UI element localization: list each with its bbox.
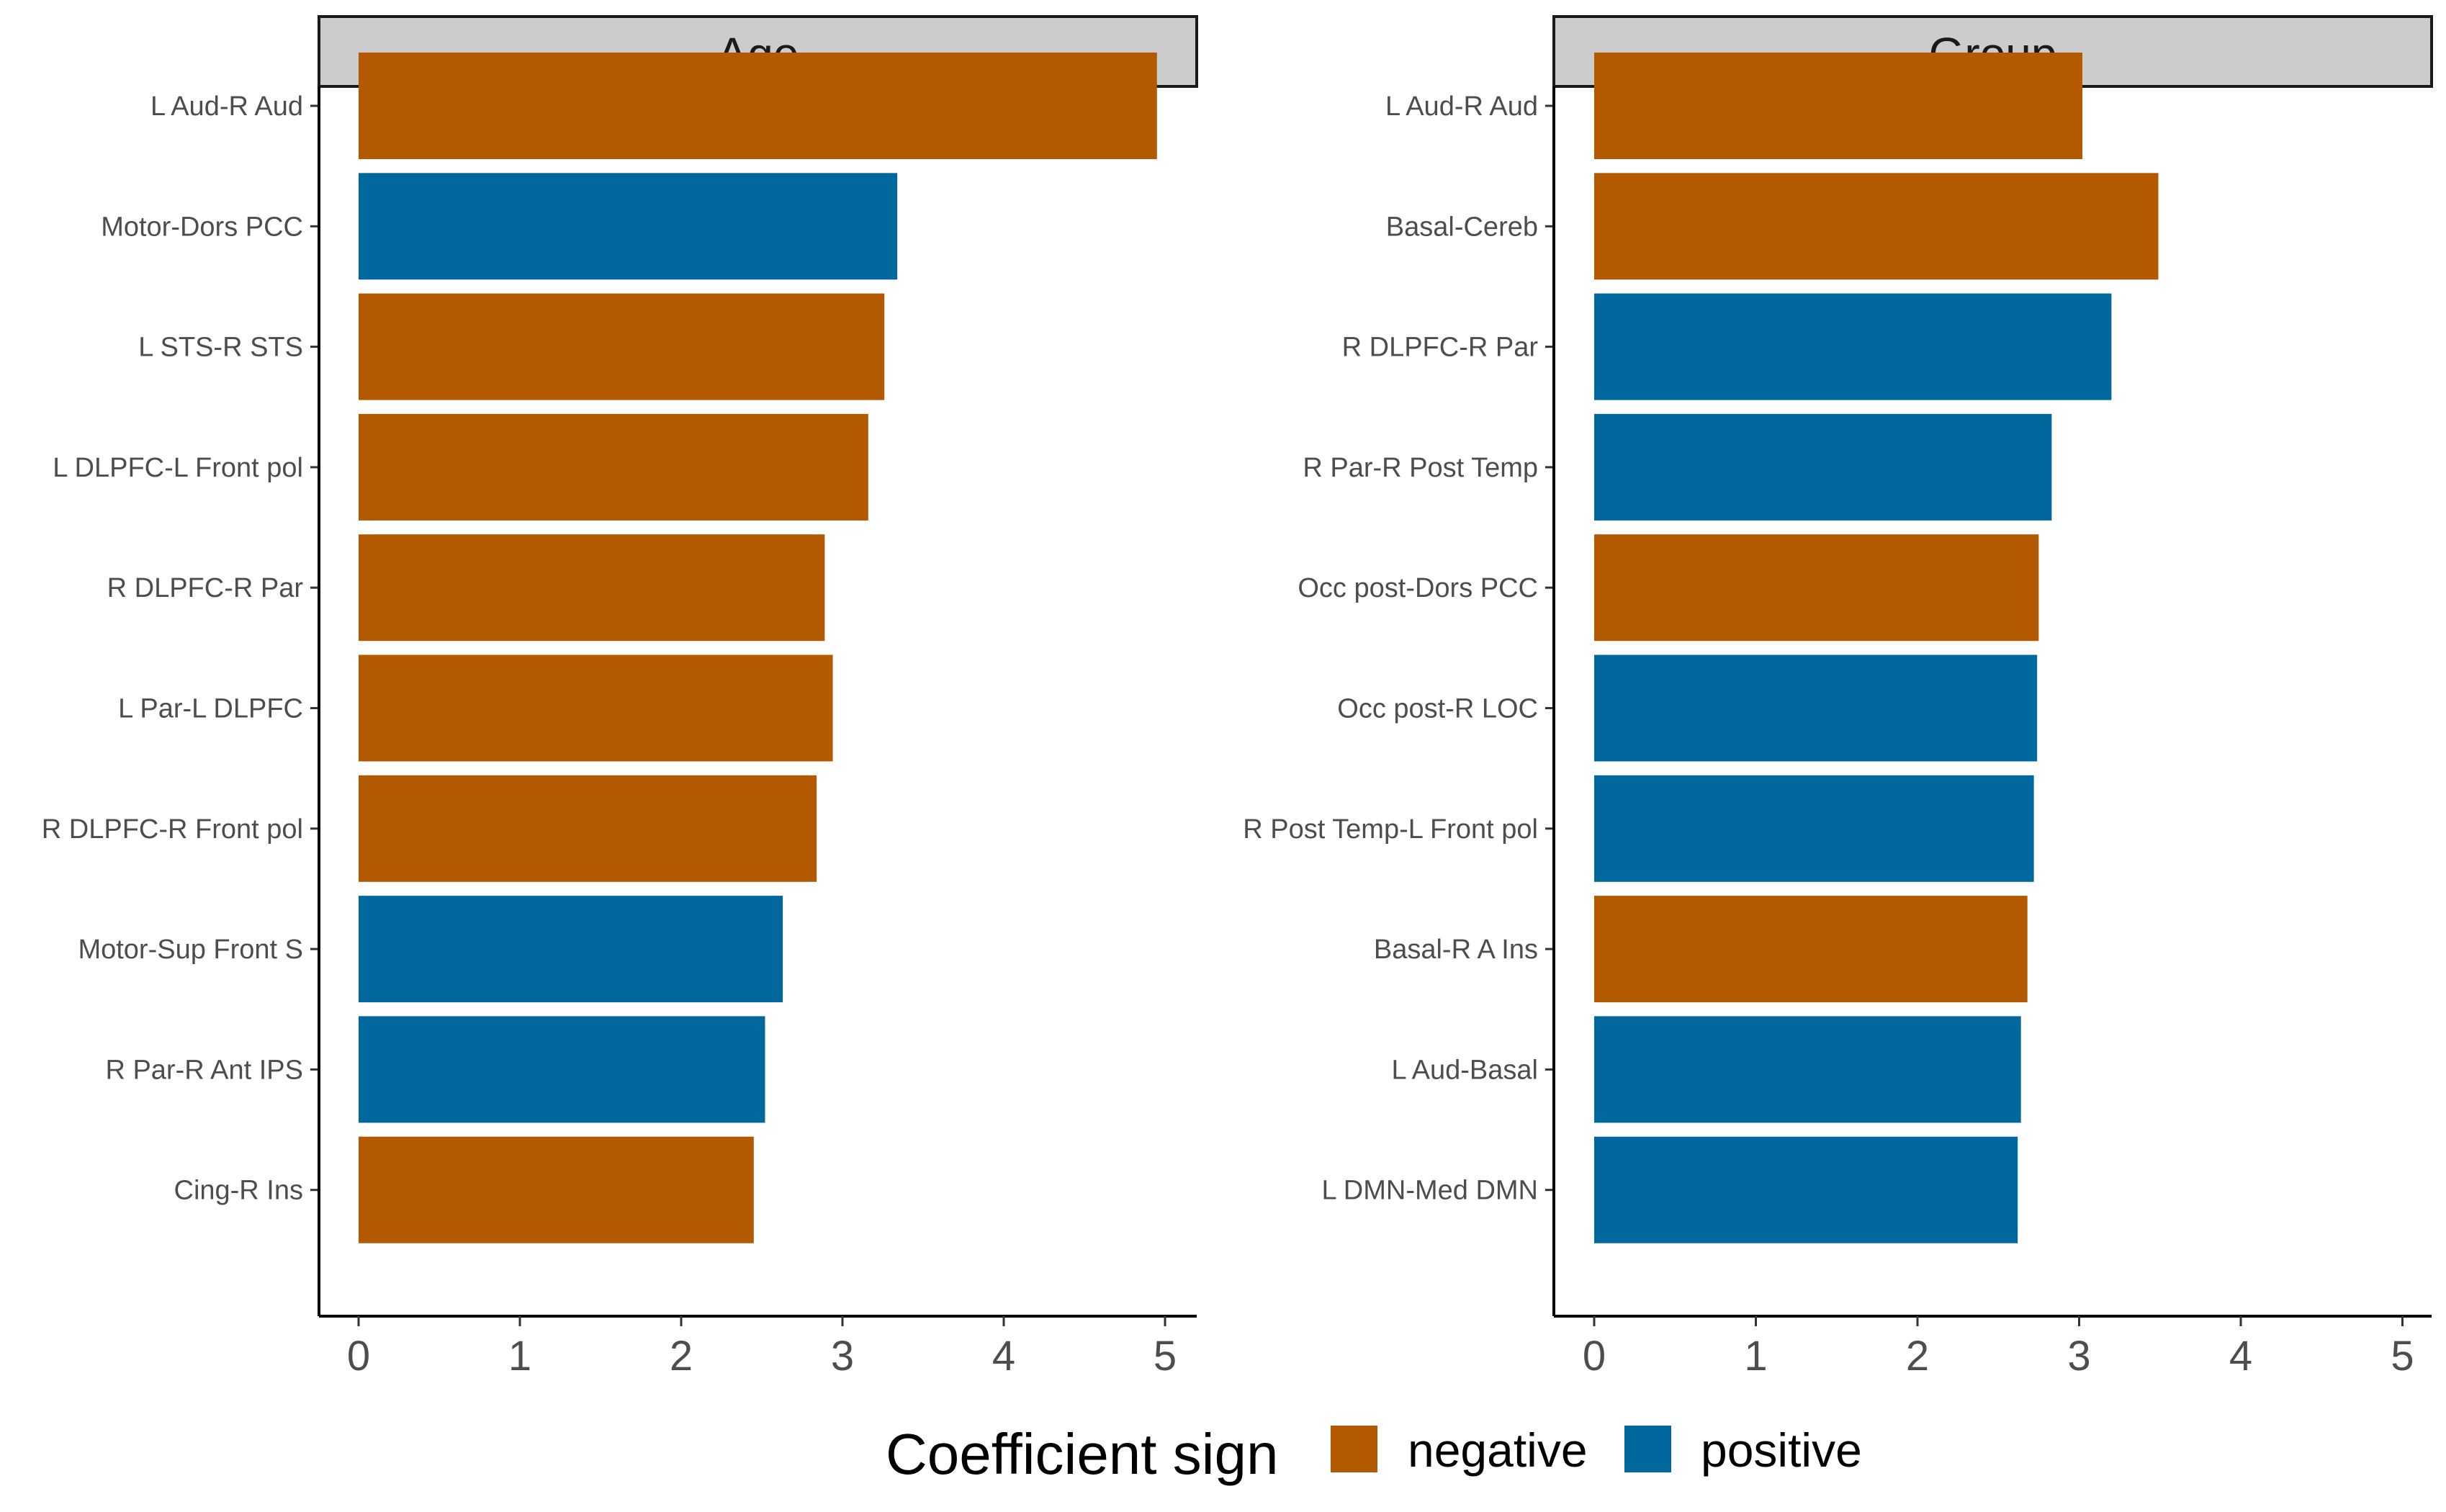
x-tick-label: 5 (2391, 1333, 2414, 1380)
bar (359, 775, 817, 882)
category-label: Motor-Sup Front S (78, 935, 303, 965)
category-label: Basal-R A Ins (1374, 935, 1538, 965)
x-tick-label: 4 (2229, 1333, 2252, 1380)
bar (359, 173, 898, 280)
category-label: L DLPFC-L Front pol (53, 453, 303, 483)
category-label: R Post Temp-L Front pol (1243, 814, 1538, 845)
category-label: R Par-R Ant IPS (105, 1055, 303, 1085)
category-label: R Par-R Post Temp (1303, 453, 1538, 483)
x-tick-label: 2 (670, 1333, 693, 1380)
bar (1594, 1016, 2021, 1123)
category-label: L DMN-Med DMN (1322, 1176, 1539, 1206)
category-label: Motor-Dors PCC (101, 212, 303, 242)
legend: Coefficient sign negative positive (886, 1422, 1862, 1486)
category-label: R DLPFC-R Par (107, 573, 304, 603)
x-tick-label: 1 (1744, 1333, 1767, 1380)
bar (359, 413, 868, 521)
bar (1594, 53, 2082, 159)
category-label: L Par-L DLPFC (118, 694, 303, 724)
x-tick-label: 0 (1583, 1333, 1606, 1380)
category-label: L STS-R STS (138, 333, 303, 363)
category-label: Cing-R Ins (174, 1176, 304, 1206)
bar (1594, 896, 2028, 1003)
category-label: Occ post-Dors PCC (1298, 573, 1538, 603)
category-label: L Aud-Basal (1391, 1055, 1538, 1085)
category-label: Basal-Cereb (1386, 212, 1538, 242)
legend-swatch-negative (1331, 1426, 1377, 1472)
category-label: R DLPFC-R Par (1342, 333, 1539, 363)
bar (359, 293, 885, 400)
legend-swatch-positive (1624, 1426, 1671, 1472)
category-label: L Aud-R Aud (1385, 91, 1538, 122)
bar (1594, 654, 2038, 762)
x-tick-label: 3 (831, 1333, 854, 1380)
x-tick-label: 2 (1906, 1333, 1929, 1380)
x-tick-label: 3 (2067, 1333, 2090, 1380)
bar (359, 1016, 765, 1123)
bar (359, 896, 783, 1003)
category-label: Occ post-R LOC (1337, 694, 1538, 724)
legend-label-negative: negative (1408, 1423, 1588, 1477)
x-tick-label: 1 (508, 1333, 531, 1380)
bar (1594, 775, 2034, 882)
x-tick-label: 5 (1154, 1333, 1177, 1380)
x-tick-label: 0 (347, 1333, 370, 1380)
category-label: L Aud-R Aud (150, 91, 303, 122)
bar (1594, 534, 2039, 642)
bar (359, 53, 1157, 159)
bar (1594, 293, 2112, 400)
bar (359, 534, 825, 642)
bar (1594, 1136, 2018, 1243)
x-tick-label: 4 (992, 1333, 1015, 1380)
bar (1594, 173, 2159, 280)
bar (359, 1136, 754, 1243)
category-label: R DLPFC-R Front pol (42, 814, 303, 845)
legend-title: Coefficient sign (886, 1422, 1279, 1486)
bar (359, 654, 833, 762)
bar (1594, 413, 2052, 521)
legend-label-positive: positive (1701, 1423, 1862, 1477)
